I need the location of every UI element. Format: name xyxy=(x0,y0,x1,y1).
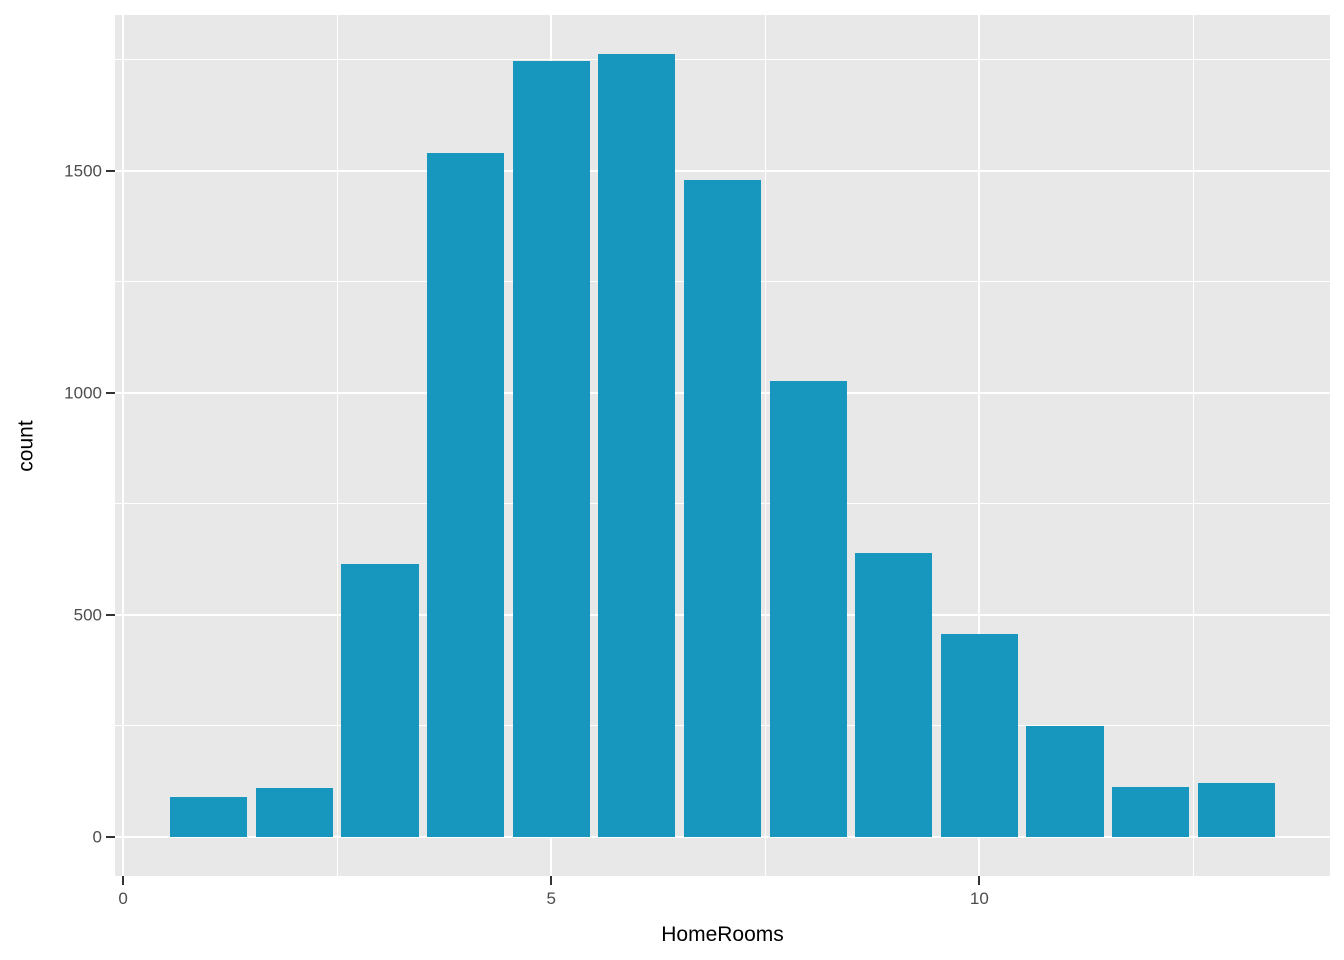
y-minor-gridline xyxy=(115,59,1330,61)
histogram-bar xyxy=(255,788,333,837)
x-tick-mark xyxy=(978,876,981,885)
y-tick-label: 1500 xyxy=(64,161,102,181)
y-major-gridline xyxy=(115,169,1330,172)
x-tick-label: 5 xyxy=(546,889,556,908)
y-tick-mark xyxy=(106,613,115,616)
y-tick-label: 0 xyxy=(92,827,102,847)
histogram-bar xyxy=(855,552,933,837)
x-tick-label: 10 xyxy=(969,889,989,908)
histogram-bar xyxy=(1026,725,1104,837)
x-tick-label: 0 xyxy=(118,889,128,908)
y-tick-mark xyxy=(106,391,115,394)
y-axis-title: count xyxy=(14,419,38,472)
y-tick-mark xyxy=(106,835,115,838)
x-tick-mark xyxy=(550,876,553,885)
y-tick-mark xyxy=(106,169,115,172)
x-minor-gridline xyxy=(1192,15,1194,876)
histogram-bar xyxy=(683,180,762,837)
histogram-bar xyxy=(1112,787,1190,837)
x-minor-gridline xyxy=(336,15,338,876)
y-major-gridline xyxy=(115,835,1330,838)
x-major-gridline xyxy=(122,15,125,876)
x-tick-mark xyxy=(122,876,125,885)
histogram-bar xyxy=(940,633,1018,837)
y-tick-label: 500 xyxy=(73,605,102,625)
histogram-bar xyxy=(598,54,676,837)
histogram-bar xyxy=(1197,782,1275,837)
histogram-bar xyxy=(512,60,590,837)
histogram-bar xyxy=(427,153,505,837)
y-tick-label: 1000 xyxy=(64,383,102,403)
plot-panel xyxy=(115,15,1330,876)
x-major-gridline xyxy=(978,15,981,876)
x-minor-gridline xyxy=(764,15,766,876)
x-axis-title: HomeRooms xyxy=(661,923,784,946)
histogram-bar xyxy=(769,380,847,837)
histogram-bar xyxy=(170,796,248,837)
histogram-bar xyxy=(341,563,419,837)
